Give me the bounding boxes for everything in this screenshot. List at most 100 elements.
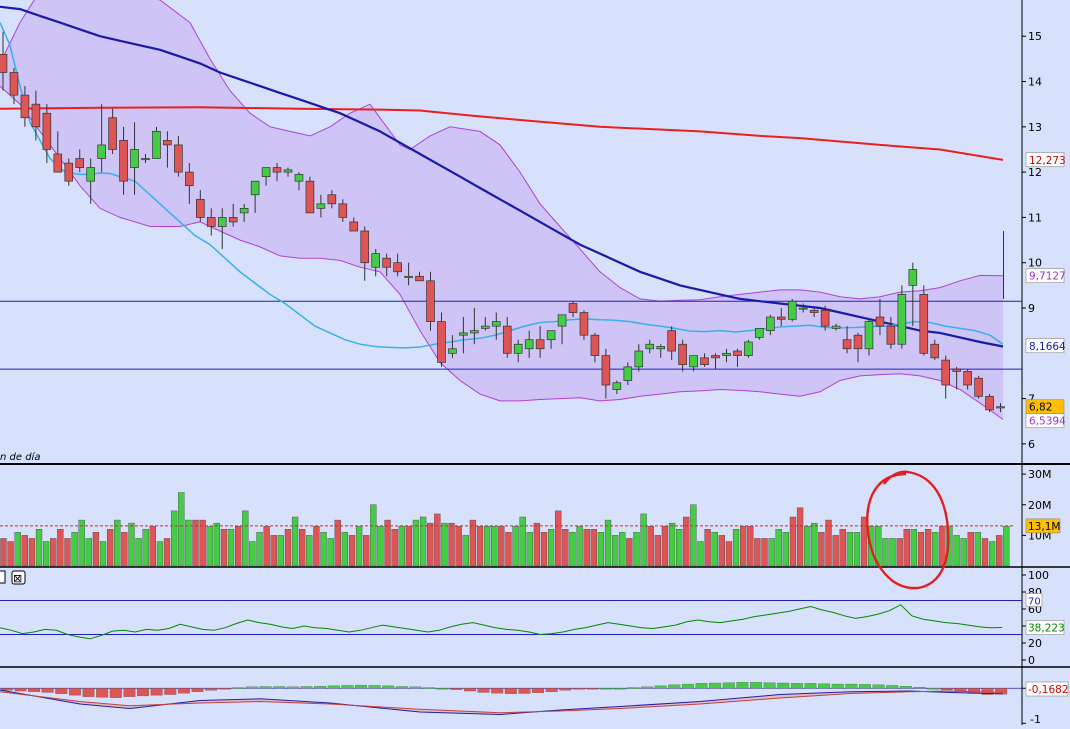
volume-bar[interactable]	[334, 519, 341, 567]
volume-bar[interactable]	[291, 516, 299, 567]
volume-bar[interactable]	[981, 538, 989, 567]
macd-histogram-bar[interactable]	[28, 688, 41, 692]
volume-bar[interactable]	[263, 525, 270, 567]
volume-bar[interactable]	[85, 538, 92, 567]
volume-bar[interactable]	[391, 529, 398, 567]
candle[interactable]	[919, 285, 929, 356]
macd-histogram-bar[interactable]	[668, 684, 681, 689]
volume-bar[interactable]	[725, 541, 733, 567]
volume-bar[interactable]	[804, 525, 811, 567]
candle[interactable]	[524, 330, 534, 358]
volume-bar[interactable]	[50, 538, 57, 567]
volume-bar[interactable]	[363, 535, 370, 567]
candle[interactable]	[875, 298, 885, 336]
volume-bar[interactable]	[185, 519, 192, 567]
candle[interactable]	[0, 31, 8, 91]
macd-histogram-bar[interactable]	[123, 688, 136, 697]
candle[interactable]	[667, 326, 676, 361]
macd-histogram-bar[interactable]	[572, 688, 585, 690]
volume-bar[interactable]	[683, 516, 690, 567]
candle[interactable]	[842, 326, 852, 354]
candle[interactable]	[470, 308, 479, 345]
volume-bar[interactable]	[754, 538, 761, 567]
volume-bar[interactable]	[818, 532, 825, 567]
window-restore-icon[interactable]	[0, 570, 6, 584]
macd-histogram-bar[interactable]	[818, 683, 831, 689]
volume-bar[interactable]	[370, 504, 377, 567]
volume-bar[interactable]	[860, 516, 868, 567]
volume-bar[interactable]	[540, 532, 548, 567]
volume-bar[interactable]	[732, 529, 740, 567]
macd-histogram-bar[interactable]	[750, 682, 762, 689]
candle[interactable]	[557, 314, 567, 345]
volume-bar[interactable]	[462, 535, 469, 567]
volume-bar[interactable]	[718, 535, 725, 567]
candle[interactable]	[327, 190, 337, 209]
candle[interactable]	[787, 298, 797, 322]
macd-histogram-bar[interactable]	[559, 688, 572, 691]
candle[interactable]	[20, 86, 30, 127]
volume-bar[interactable]	[249, 541, 256, 567]
candle[interactable]	[97, 104, 106, 173]
volume-bar[interactable]	[597, 532, 605, 567]
volume-bar[interactable]	[626, 538, 633, 567]
volume-bar[interactable]	[796, 507, 804, 567]
volume-bar[interactable]	[519, 516, 526, 567]
volume-bar[interactable]	[654, 535, 661, 567]
volume-bar[interactable]	[853, 532, 861, 567]
volume-bar[interactable]	[555, 510, 562, 567]
volume-bar[interactable]	[163, 538, 171, 567]
volume-bar[interactable]	[647, 525, 654, 567]
candle[interactable]	[261, 167, 271, 186]
candle[interactable]	[886, 317, 896, 349]
candle[interactable]	[579, 310, 589, 340]
candle[interactable]	[316, 194, 326, 218]
candle[interactable]	[678, 339, 687, 372]
volume-bar[interactable]	[405, 525, 413, 567]
candle[interactable]	[75, 149, 85, 173]
macd-histogram-bar[interactable]	[695, 683, 708, 689]
volume-bar[interactable]	[768, 538, 775, 567]
macd-histogram-bar[interactable]	[763, 682, 776, 689]
candle[interactable]	[64, 158, 74, 186]
volume-bar[interactable]	[427, 522, 434, 567]
macd-histogram-bar[interactable]	[586, 688, 599, 690]
macd-histogram-bar[interactable]	[218, 688, 231, 690]
macd-histogram-bar[interactable]	[518, 688, 531, 694]
candle[interactable]	[974, 375, 983, 399]
candle[interactable]	[656, 344, 666, 358]
macd-histogram-bar[interactable]	[177, 688, 190, 694]
candle[interactable]	[513, 339, 523, 363]
volume-bar[interactable]	[142, 529, 149, 567]
volume-bar[interactable]	[469, 519, 477, 567]
macd-histogram-bar[interactable]	[927, 688, 940, 690]
volume-bar[interactable]	[491, 525, 498, 567]
macd-histogram-bar[interactable]	[532, 688, 545, 693]
volume-bar[interactable]	[284, 529, 292, 567]
macd-histogram-bar[interactable]	[600, 688, 613, 690]
macd-histogram-bar[interactable]	[804, 683, 817, 689]
volume-bar[interactable]	[28, 538, 36, 567]
volume-bar[interactable]	[988, 541, 996, 567]
volume-bar[interactable]	[192, 519, 199, 567]
volume-bar[interactable]	[455, 525, 462, 567]
macd-histogram-bar[interactable]	[491, 688, 504, 694]
macd-histogram-bar[interactable]	[150, 688, 163, 696]
volume-bar[interactable]	[946, 525, 953, 567]
macd-histogram-bar[interactable]	[382, 685, 395, 689]
volume-bar[interactable]	[384, 519, 391, 567]
candle[interactable]	[601, 348, 611, 399]
macd-histogram-bar[interactable]	[627, 687, 640, 689]
volume-bar[interactable]	[99, 541, 107, 567]
volume-bar[interactable]	[313, 525, 320, 567]
candle[interactable]	[9, 67, 19, 105]
volume-bar[interactable]	[71, 532, 78, 567]
candle[interactable]	[130, 122, 139, 195]
volume-bar[interactable]	[178, 492, 185, 567]
candle[interactable]	[897, 285, 907, 349]
candle[interactable]	[722, 348, 731, 363]
volume-bar[interactable]	[128, 522, 135, 567]
volume-bar[interactable]	[476, 525, 484, 567]
macd-histogram-bar[interactable]	[859, 684, 871, 689]
